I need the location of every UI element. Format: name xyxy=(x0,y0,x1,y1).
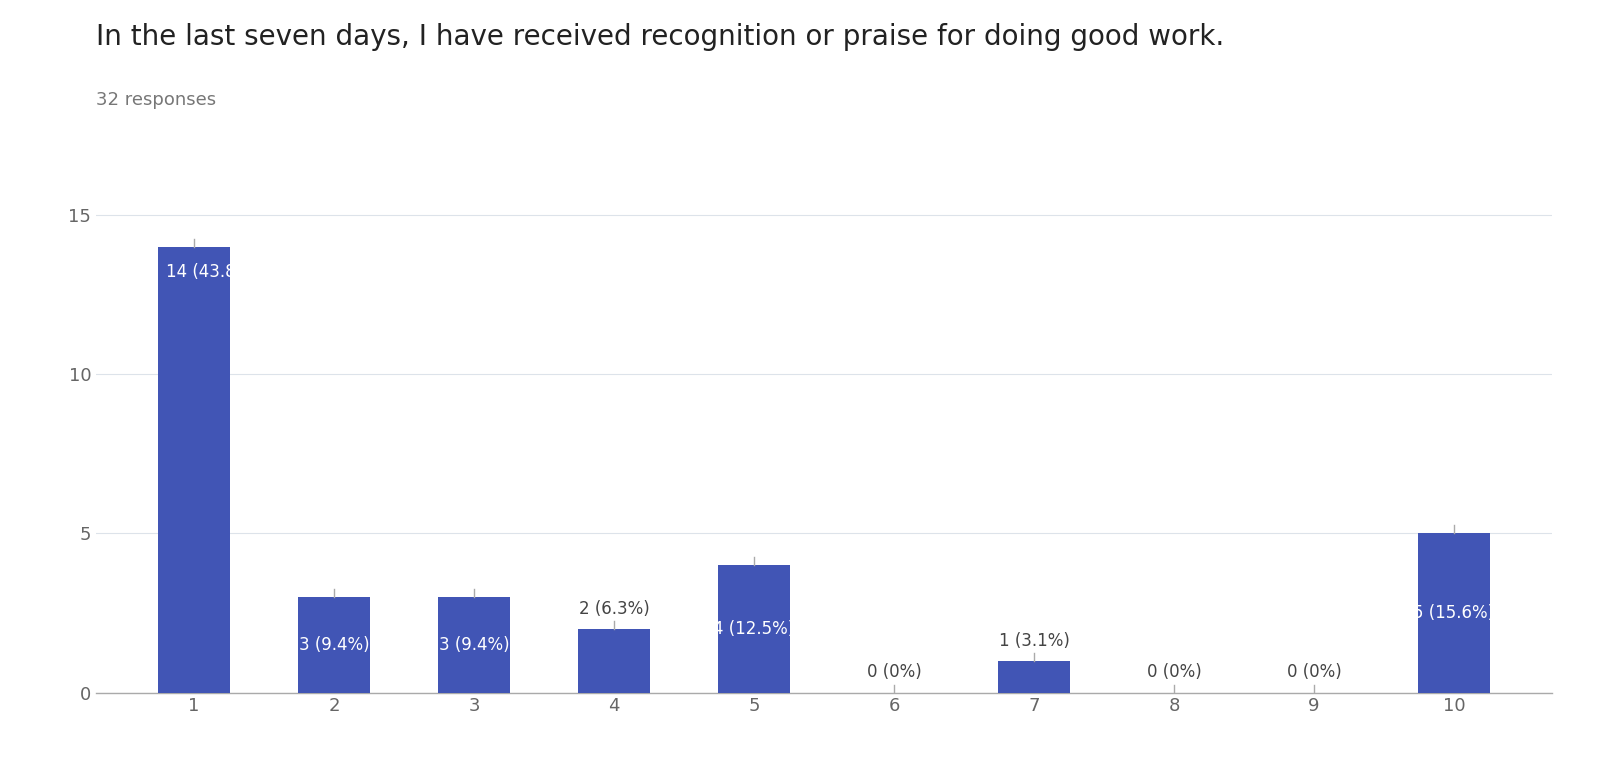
Text: 0 (0%): 0 (0%) xyxy=(867,664,922,681)
Text: 32 responses: 32 responses xyxy=(96,91,216,110)
Text: 2 (6.3%): 2 (6.3%) xyxy=(579,600,650,618)
Bar xyxy=(718,565,790,693)
Text: 0 (0%): 0 (0%) xyxy=(1147,664,1202,681)
Text: 3 (9.4%): 3 (9.4%) xyxy=(299,635,370,654)
Bar xyxy=(157,247,230,693)
Bar xyxy=(1418,533,1491,693)
Text: 0 (0%): 0 (0%) xyxy=(1286,664,1341,681)
Bar xyxy=(998,661,1070,693)
Text: 3 (9.4%): 3 (9.4%) xyxy=(438,635,509,654)
Text: 5 (15.6%): 5 (15.6%) xyxy=(1413,604,1494,622)
Bar xyxy=(438,597,510,693)
Text: 4 (12.5%): 4 (12.5%) xyxy=(714,620,795,638)
Text: In the last seven days, I have received recognition or praise for doing good wor: In the last seven days, I have received … xyxy=(96,23,1224,51)
Bar xyxy=(298,597,371,693)
Text: 1 (3.1%): 1 (3.1%) xyxy=(998,632,1069,650)
Text: 14 (43.8%): 14 (43.8%) xyxy=(166,263,258,281)
Bar xyxy=(578,629,651,693)
